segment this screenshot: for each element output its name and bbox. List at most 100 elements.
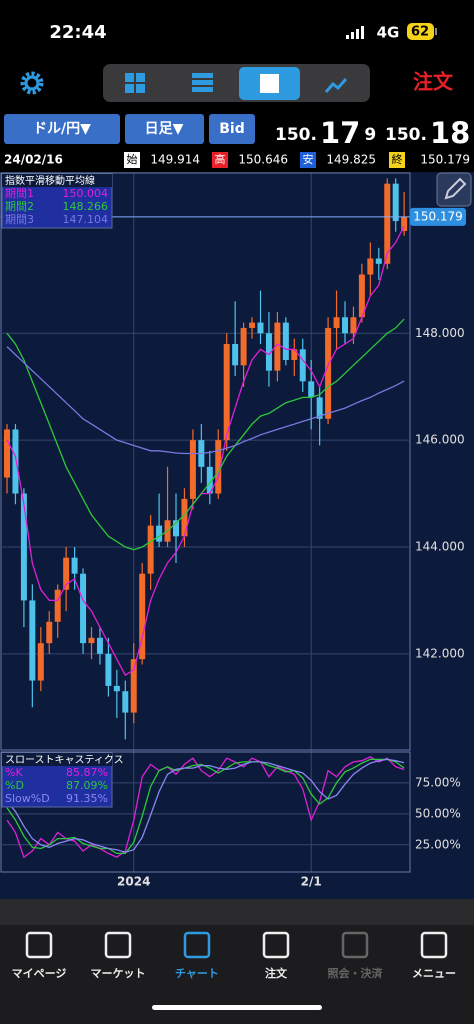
layout-quad-button[interactable]: [125, 73, 145, 93]
legend-name: %K: [5, 766, 23, 779]
candle-body: [189, 440, 196, 499]
close-label: 終: [392, 152, 403, 166]
line-series: [6, 758, 405, 853]
pair-button[interactable]: [4, 114, 120, 144]
home-indicator: [152, 1005, 322, 1010]
legend-title: 指数平滑移動平均線: [5, 174, 95, 187]
candle-body: [113, 685, 120, 692]
clock: 22:44: [49, 22, 106, 43]
ma-line: [6, 225, 405, 677]
battery-level: 62: [411, 25, 429, 40]
candle-body: [37, 643, 44, 681]
side-button[interactable]: [209, 114, 255, 144]
draw-tool-button[interactable]: [436, 172, 472, 207]
candle-body: [54, 589, 61, 622]
tab-label: 照会・決済: [328, 966, 384, 980]
y-tick-label: 148.000: [415, 326, 465, 340]
candle-body: [105, 653, 112, 686]
bid-price[interactable]: 150. 17 9: [275, 116, 376, 150]
pencil-icon: [444, 177, 467, 200]
tab-label: チャート: [175, 967, 219, 980]
layout-single-icon: [260, 74, 279, 93]
candle-body: [96, 637, 103, 654]
close-value: 150.179: [420, 153, 470, 167]
low-badge: [300, 152, 316, 168]
tab-item[interactable]: マイページ: [12, 931, 67, 980]
legend-value: 148.266: [63, 200, 109, 213]
candle-body: [367, 258, 374, 275]
y-tick-label: 142.000: [415, 646, 465, 660]
tab-item[interactable]: マーケット: [91, 931, 146, 980]
tab-item[interactable]: 注文: [262, 931, 290, 980]
chart-footer: [0, 899, 474, 925]
candle-body: [130, 659, 137, 713]
y-tick-label: 146.000: [415, 433, 465, 447]
settings-button[interactable]: [20, 71, 44, 95]
ask-big: 18: [430, 116, 470, 150]
candle-body: [316, 397, 323, 419]
battery-icon: [407, 23, 434, 40]
candle-body: [299, 349, 306, 382]
candle-body: [257, 322, 264, 334]
trend-button[interactable]: [324, 78, 348, 93]
segmented-control: [103, 64, 370, 102]
tab-label: 注文: [265, 966, 288, 980]
network: 4G: [377, 24, 400, 42]
y-tick-label: 75.00%: [415, 775, 461, 789]
x-tick-label: 2024: [117, 875, 150, 889]
y-tick-label: 25.00%: [415, 837, 461, 851]
ma-line: [6, 318, 405, 551]
ask-price[interactable]: 150.181: [385, 116, 474, 150]
legend-header: [2, 753, 112, 766]
candle-body: [265, 333, 272, 371]
tab-item[interactable]: 照会・決済: [328, 931, 384, 980]
candle-body: [4, 429, 10, 478]
tab-icon: [183, 931, 211, 959]
tab-item[interactable]: チャート: [175, 931, 219, 980]
candle-body: [206, 466, 213, 494]
tab-icon: [104, 931, 132, 959]
candle-body: [181, 498, 188, 537]
candle-body: [240, 327, 247, 366]
legend-name: %D: [5, 779, 24, 792]
last-price-label: 150.179: [413, 209, 463, 223]
candle-body: [232, 343, 239, 366]
candle-body: [325, 327, 332, 419]
candle-body: [46, 621, 53, 644]
legend-value: 87.09%: [66, 779, 108, 792]
order-button[interactable]: 注文: [413, 70, 454, 94]
candle-body: [249, 322, 256, 328]
ohlc-date: 24/02/16: [4, 153, 63, 167]
candle-body: [223, 343, 230, 441]
layout-rows-button[interactable]: [192, 73, 213, 92]
low-value: 149.825: [326, 153, 376, 167]
tab-icon: [25, 931, 53, 959]
side-label: Bid: [219, 121, 245, 137]
open-label: 始: [127, 152, 138, 166]
legend-header: [2, 174, 112, 187]
legend-name: 期間1: [5, 187, 34, 200]
candle-body: [80, 573, 87, 644]
line-series: [6, 756, 405, 859]
candle-body: [308, 381, 315, 398]
candle-body: [401, 216, 408, 232]
panel-border: [0, 172, 411, 751]
x-tick-label: 2/1: [301, 875, 322, 889]
ask-prefix: 150.: [385, 125, 427, 145]
candle-body: [274, 322, 281, 371]
candle-body: [122, 691, 129, 713]
y-tick-label: 144.000: [415, 539, 465, 553]
legend-value: 85.87%: [66, 766, 108, 779]
period-button[interactable]: [125, 114, 204, 144]
candle-body: [384, 183, 391, 264]
bid-big: 17: [320, 116, 360, 150]
candle-body: [173, 520, 179, 537]
legend-name: Slow%D: [5, 792, 50, 805]
last-price-box: [410, 207, 466, 226]
tab-label: マーケット: [91, 967, 146, 980]
tab-item[interactable]: メニュー: [412, 931, 456, 980]
open-value: 149.914: [150, 153, 200, 167]
candle-body: [358, 274, 365, 318]
